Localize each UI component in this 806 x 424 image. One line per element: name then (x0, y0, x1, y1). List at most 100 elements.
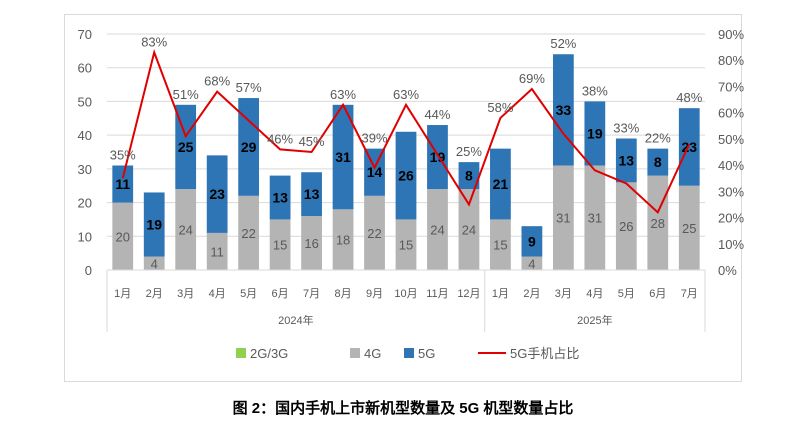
label-4g: 4 (528, 256, 535, 271)
label-4g: 22 (241, 226, 255, 241)
label-4g: 11 (210, 244, 224, 259)
bar-5g (206, 155, 228, 233)
right-tick-label: 80% (718, 53, 744, 68)
line-data-label: 63% (330, 87, 356, 102)
bar-5g (427, 125, 448, 190)
bar-4g (615, 182, 637, 270)
bar-5g (521, 226, 543, 257)
x-tick-label: 1月 (114, 288, 131, 300)
line-data-label: 35% (110, 147, 136, 162)
x-tick-label: 8月 (334, 288, 351, 300)
x-tick-label: 7月 (303, 288, 320, 300)
right-tick-label: 40% (718, 158, 744, 173)
label-5g: 26 (398, 168, 414, 184)
x-tick-label: 2月 (146, 288, 163, 300)
bar-4g (521, 256, 543, 270)
label-5g: 13 (619, 152, 635, 168)
label-5g: 29 (241, 139, 257, 155)
bar-5g (490, 148, 511, 220)
left-tick-label: 70 (78, 27, 92, 42)
bar-5g (458, 162, 480, 190)
label-5g: 8 (654, 154, 662, 170)
legend-label: 4G (364, 346, 381, 361)
legend-label: 2G/3G (250, 346, 288, 361)
line-data-label: 25% (456, 144, 482, 159)
label-5g: 23 (681, 139, 697, 155)
x-tick-label: 2月 (523, 288, 540, 300)
legend-swatch (350, 348, 360, 358)
legend-swatch (404, 348, 414, 358)
x-tick-label: 3月 (555, 288, 572, 300)
bar-5g (615, 138, 637, 183)
bar-5g (647, 148, 669, 176)
label-4g: 24 (462, 223, 476, 238)
bar-4g (112, 202, 134, 270)
bar-4g (364, 195, 385, 270)
label-5g: 23 (209, 186, 225, 202)
x-tick-label: 11月 (426, 288, 448, 300)
label-4g: 16 (304, 236, 318, 251)
label-4g: 26 (619, 219, 633, 234)
line-data-label: 58% (487, 100, 513, 115)
right-tick-label: 30% (718, 184, 744, 199)
bar-5g (364, 148, 385, 196)
group-label: 2025年 (577, 313, 612, 327)
left-tick-label: 40 (78, 128, 92, 143)
x-tick-label: 1月 (492, 288, 509, 300)
legend-label: 5G (418, 346, 435, 361)
legend-label: 5G手机占比 (510, 346, 579, 361)
bar-4g (143, 256, 165, 270)
x-tick-label: 4月 (209, 288, 226, 300)
bar-4g (490, 219, 511, 270)
left-tick-label: 30 (78, 162, 92, 177)
label-4g: 15 (399, 238, 413, 253)
left-tick-label: 50 (78, 94, 92, 109)
bar-5g (112, 165, 134, 203)
x-tick-label: 6月 (272, 288, 289, 300)
left-tick-label: 20 (78, 196, 92, 211)
bar-4g (552, 165, 574, 270)
bar-5g (238, 98, 260, 196)
line-data-label: 39% (362, 131, 388, 146)
label-5g: 25 (178, 139, 194, 155)
bar-5g (175, 104, 197, 190)
label-4g: 15 (273, 238, 287, 253)
line-data-label: 69% (519, 71, 545, 86)
x-tick-label: 3月 (177, 288, 194, 300)
bar-4g (175, 189, 197, 270)
line-data-label: 83% (141, 34, 167, 49)
line-data-label: 48% (676, 90, 702, 105)
label-4g: 24 (430, 223, 444, 238)
label-4g: 18 (336, 233, 350, 248)
label-4g: 4 (151, 256, 158, 271)
label-5g: 11 (115, 176, 130, 192)
legend-swatch (236, 348, 246, 358)
chart-frame (64, 14, 742, 382)
right-tick-label: 50% (718, 132, 744, 147)
bar-4g (678, 185, 700, 270)
x-tick-label: 9月 (366, 288, 383, 300)
chart-caption: 图 2：国内手机上市新机型数量及 5G 机型数量占比 (232, 400, 574, 417)
right-tick-label: 0% (718, 263, 737, 278)
right-tick-label: 20% (718, 211, 744, 226)
bar-4g (238, 195, 260, 270)
right-tick-label: 90% (718, 27, 744, 42)
x-tick-label: 10月 (394, 288, 417, 300)
bar-5g (143, 192, 165, 257)
x-tick-label: 6月 (649, 288, 666, 300)
bar-4g (427, 189, 448, 270)
line-data-label: 52% (550, 36, 576, 51)
label-4g: 24 (178, 223, 192, 238)
line-data-label: 38% (582, 83, 608, 98)
bar-4g (206, 232, 228, 270)
label-5g: 33 (556, 102, 572, 118)
bar-4g (301, 216, 322, 270)
label-4g: 22 (367, 226, 381, 241)
bar-5g (395, 131, 417, 220)
left-tick-label: 60 (78, 61, 92, 76)
bar-4g (395, 219, 417, 270)
line-data-label: 22% (645, 131, 671, 146)
label-5g: 13 (304, 186, 320, 202)
right-tick-label: 60% (718, 106, 744, 121)
